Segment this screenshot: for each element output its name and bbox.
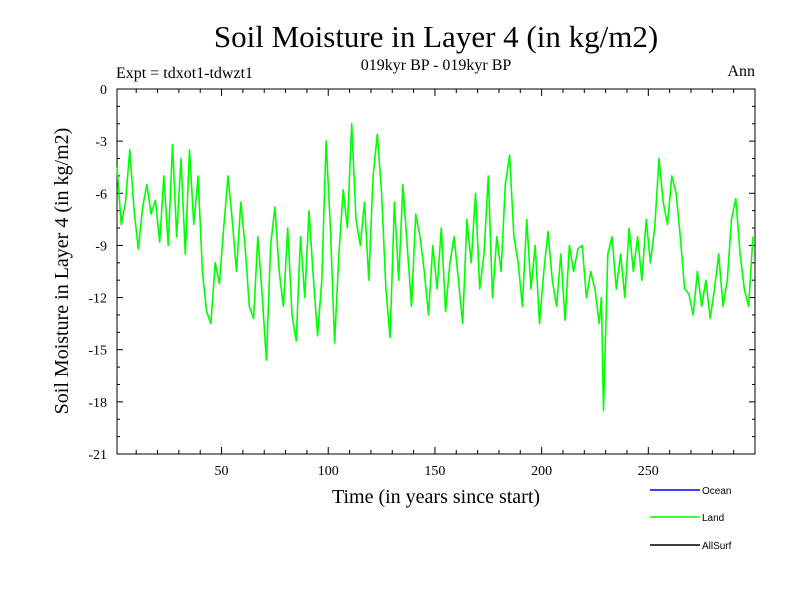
y-axis-label: Soil Moisture in Layer 4 (in kg/m2) [51,128,73,415]
period-label: Ann [727,63,755,80]
y-tick-label: -18 [88,396,107,411]
legend-ocean-label: Ocean [702,486,731,497]
chart-subtitle: 019kyr BP - 019kyr BP [361,57,512,74]
y-tick-label: -12 [88,292,107,307]
x-tick-label: 200 [531,464,552,479]
plot-frame [116,88,756,455]
y-tick-label: -21 [88,448,107,463]
series-line-land [116,123,754,412]
y-tick-label: -9 [95,239,107,254]
chart-title: Soil Moisture in Layer 4 (in kg/m2) [214,19,658,54]
y-tick-label: 0 [100,83,107,98]
plot-area: 0 -3 -6 -9 -12 -15 -18 -21 50 100 150 200 250 [88,83,756,479]
x-tick-label: 250 [638,464,659,479]
legend-land-label: Land [702,513,724,524]
legend-allsurf-label: AllSurf [702,541,732,552]
legend: Ocean Land AllSurf [650,486,732,552]
y-tick-label: -3 [95,135,107,150]
x-tick-label: 100 [318,464,339,479]
x-tick-label: 50 [215,464,229,479]
x-tick-label: 150 [424,464,445,479]
y-tick-label: -6 [95,187,107,202]
x-axis-label: Time (in years since start) [332,486,540,508]
experiment-label: Expt = tdxot1-tdwzt1 [116,65,253,82]
y-tick-label: -15 [88,344,107,359]
